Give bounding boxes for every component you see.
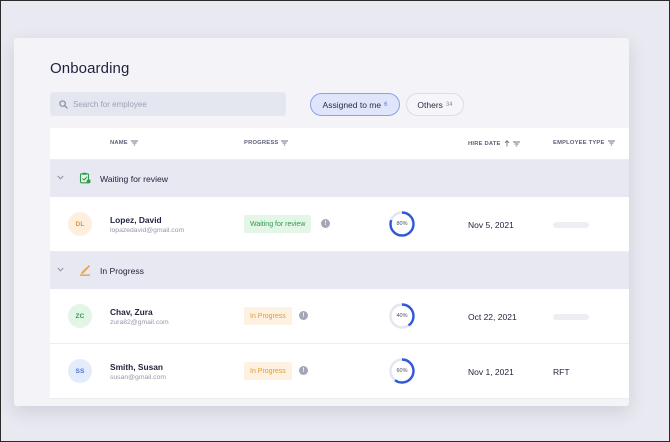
- employee-type-placeholder: [553, 222, 589, 228]
- sort-ascending-icon: [504, 140, 509, 147]
- group-label: In Progress: [100, 266, 144, 276]
- avatar: SS: [68, 359, 92, 383]
- onboarding-panel: Onboarding Assigned to me 6 Others 34 NA…: [14, 38, 629, 406]
- assigned-to-me-filter[interactable]: Assigned to me 6: [310, 93, 400, 116]
- column-name[interactable]: NAME: [110, 140, 138, 146]
- employee-name[interactable]: Chav, Zura: [110, 307, 153, 317]
- employee-name[interactable]: Smith, Susan: [110, 362, 164, 372]
- status-badge: In Progress: [244, 362, 292, 380]
- column-employee-type-label: EMPLOYEE TYPE: [553, 140, 605, 146]
- employee-email: lopazedavid@gmail.com: [110, 227, 185, 234]
- search-icon: [59, 99, 68, 109]
- column-progress[interactable]: PROGRESS: [244, 140, 289, 146]
- column-employee-type[interactable]: EMPLOYEE TYPE: [553, 140, 615, 146]
- progress-percent: 60%: [396, 368, 408, 374]
- review-clipboard-icon: [79, 172, 91, 184]
- hire-date: Nov 5, 2021: [468, 220, 514, 230]
- employee-table: NAME PROGRESS HIRE DATE EMPLOYEE TYPE: [50, 128, 629, 399]
- avatar: ZC: [68, 304, 92, 328]
- status-badge: Waiting for review: [244, 215, 312, 233]
- group-label: Waiting for review: [100, 174, 168, 184]
- filter-icon: [607, 140, 615, 146]
- progress-ring: 80%: [388, 210, 416, 238]
- employee-email: susan@gmail.com: [110, 374, 167, 381]
- filter-icon: [281, 140, 289, 146]
- search-box[interactable]: [50, 92, 286, 116]
- pencil-icon: [80, 265, 90, 276]
- chevron-down-icon[interactable]: [57, 175, 64, 180]
- progress-ring: 60%: [388, 357, 416, 385]
- others-count: 34: [445, 101, 453, 108]
- hire-date: Oct 22, 2021: [468, 312, 517, 322]
- employee-name[interactable]: Lopez, David: [110, 215, 162, 225]
- status-badge: In Progress: [244, 307, 292, 325]
- avatar: DL: [68, 212, 92, 236]
- others-filter[interactable]: Others 34: [406, 93, 464, 116]
- column-hire-date-label: HIRE DATE: [468, 140, 501, 147]
- column-progress-label: PROGRESS: [244, 140, 279, 146]
- info-icon[interactable]: !: [321, 219, 330, 228]
- progress-percent: 80%: [396, 221, 408, 227]
- employee-type: RFT: [553, 367, 570, 377]
- table-row[interactable]: SS Smith, Susan susan@gmail.com In Progr…: [50, 344, 629, 399]
- employee-type-placeholder: [553, 314, 589, 320]
- group-in-progress[interactable]: In Progress: [50, 252, 629, 289]
- employee-email: zura82@gmail.com: [110, 319, 169, 326]
- info-icon[interactable]: !: [299, 311, 308, 320]
- assigned-to-me-label: Assigned to me: [322, 99, 382, 110]
- column-hire-date[interactable]: HIRE DATE: [468, 140, 520, 147]
- table-row[interactable]: DL Lopez, David lopazedavid@gmail.com Wa…: [50, 197, 629, 252]
- table-row[interactable]: ZC Chav, Zura zura82@gmail.com In Progre…: [50, 289, 629, 344]
- others-label: Others: [417, 99, 443, 110]
- filter-icon: [512, 141, 520, 146]
- info-icon[interactable]: !: [299, 366, 308, 375]
- assigned-to-me-count: 6: [384, 101, 388, 108]
- chevron-down-icon[interactable]: [57, 267, 64, 272]
- page-title: Onboarding: [50, 60, 130, 77]
- column-name-label: NAME: [110, 140, 128, 146]
- progress-ring: 40%: [388, 302, 416, 330]
- search-input[interactable]: [73, 99, 273, 109]
- table-header: NAME PROGRESS HIRE DATE EMPLOYEE TYPE: [50, 128, 629, 160]
- filter-icon: [130, 140, 138, 146]
- group-waiting-for-review[interactable]: Waiting for review: [50, 160, 629, 197]
- progress-percent: 40%: [396, 313, 408, 319]
- hire-date: Nov 1, 2021: [468, 367, 514, 377]
